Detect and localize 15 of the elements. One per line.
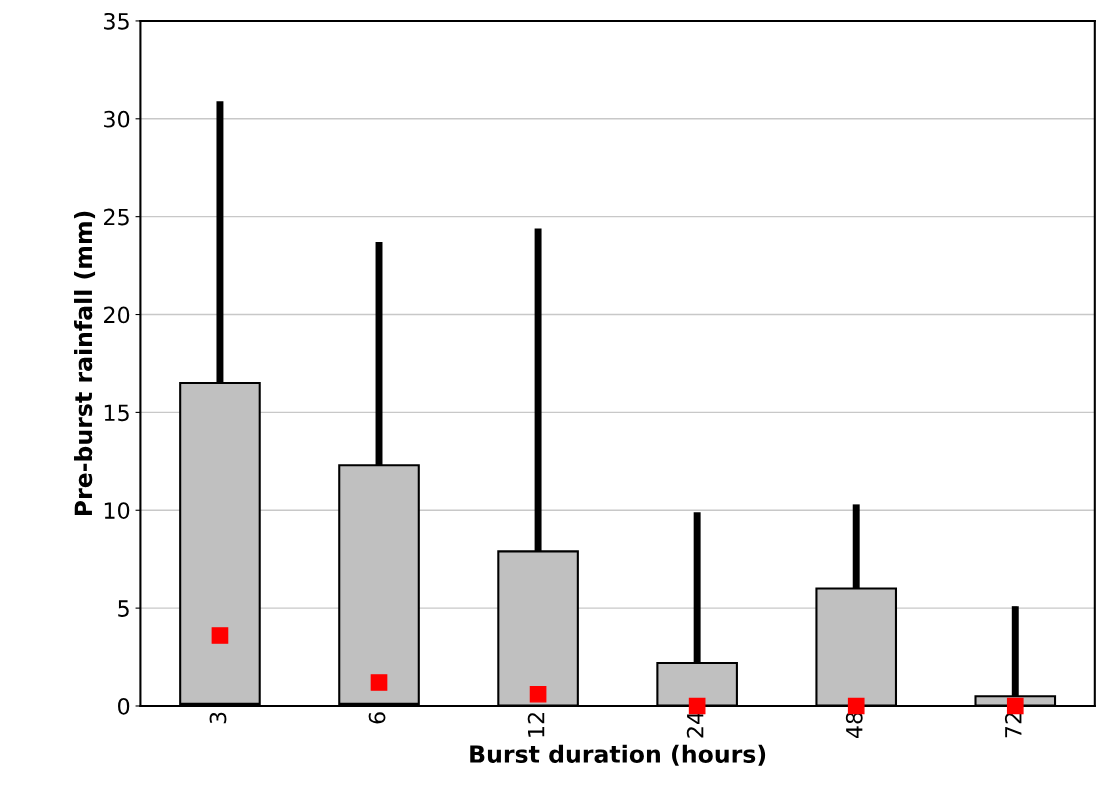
x-tick-label: 24 xyxy=(686,712,704,738)
x-tick-label: 12 xyxy=(527,713,545,737)
y-tick-label: 25 xyxy=(104,208,129,226)
y-axis-title: Pre-burst rainfall (mm) xyxy=(74,211,96,516)
y-tick-label: 30 xyxy=(104,110,130,128)
y-tick-label: 20 xyxy=(104,306,130,324)
y-tick-label: 5 xyxy=(118,600,129,617)
y-tick-label: 15 xyxy=(104,404,129,422)
y-tick-label: 10 xyxy=(104,502,130,520)
x-tick-label: 72 xyxy=(1004,713,1022,738)
x-tick-label: 6 xyxy=(368,712,386,724)
y-tick-label: 35 xyxy=(104,12,129,30)
y-tick-label: 0 xyxy=(118,697,130,715)
x-axis-title: Burst duration (hours) xyxy=(470,744,766,766)
x-tick-label: 3 xyxy=(209,712,227,724)
